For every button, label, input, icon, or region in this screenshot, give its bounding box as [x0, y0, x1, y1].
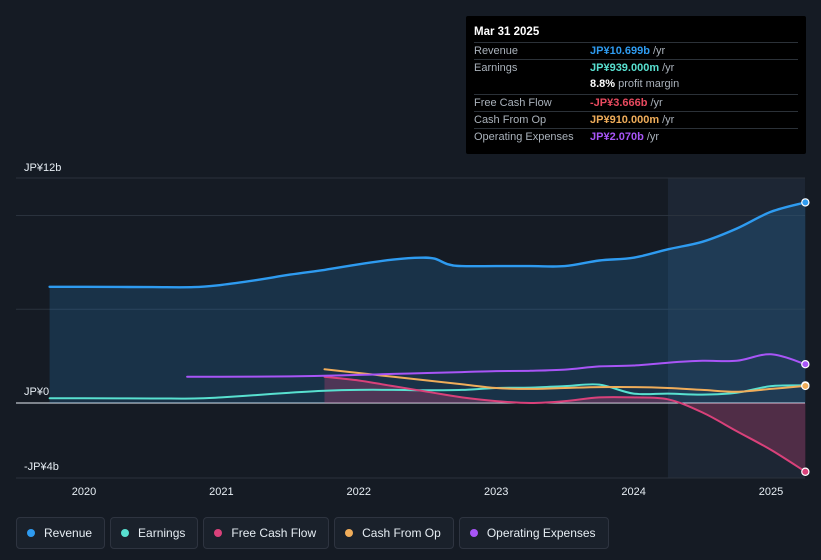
- tooltip-value: JP¥10.699b: [590, 45, 650, 57]
- series-areas: [49, 202, 806, 472]
- x-tick-label: 2022: [347, 486, 371, 498]
- tooltip-label: Operating Expenses: [474, 130, 574, 143]
- legend-label: Free Cash Flow: [231, 526, 317, 540]
- y-tick-label-zero: JP¥0: [24, 386, 49, 398]
- tooltip-row-earnings: Earnings JP¥939.000m /yr: [474, 59, 798, 76]
- tooltip-panel: Mar 31 2025 Revenue JP¥10.699b /yr Earni…: [466, 16, 806, 154]
- legend-label: Cash From Op: [362, 526, 441, 540]
- tooltip-label: Revenue: [474, 45, 519, 57]
- series-end-markers: [801, 198, 810, 476]
- tooltip-row-free-cash-flow: Free Cash Flow -JP¥3.666b /yr: [474, 93, 798, 111]
- tooltip-row-profit-margin: 8.8% profit margin: [474, 76, 798, 93]
- tooltip-unit: profit margin: [618, 78, 680, 91]
- tooltip-value: JP¥2.070b: [590, 130, 644, 143]
- tooltip-unit: /yr: [662, 62, 675, 75]
- legend-item-free-cash-flow[interactable]: Free Cash Flow: [203, 517, 330, 549]
- legend-dot-icon: [469, 529, 478, 537]
- tooltip-row-cash-from-op: Cash From Op JP¥910.000m /yr: [474, 110, 798, 128]
- tooltip-unit: /yr: [646, 130, 660, 143]
- x-tick-label: 2023: [484, 486, 508, 498]
- chart: JP¥12b JP¥0 -JP¥4b 2020 2021 2022 2023 2024 2…: [16, 162, 810, 498]
- tooltip-label: Free Cash Flow: [474, 96, 552, 109]
- line-cash-from-op: [323, 368, 807, 393]
- tooltip-value: JP¥939.000m: [590, 62, 660, 75]
- tooltip-value: 8.8%: [590, 78, 616, 91]
- legend-dot-icon: [214, 529, 223, 537]
- end-point-cash-from-op: [801, 381, 810, 391]
- y-tick-labels: JP¥12b JP¥0 -JP¥4b: [24, 162, 61, 473]
- tooltip-value: JP¥910.000m: [590, 113, 660, 126]
- legend-label: Earnings: [138, 526, 186, 540]
- gridlines: [16, 177, 805, 479]
- tooltip-label: [474, 76, 590, 93]
- tooltip-date: Mar 31 2025: [474, 26, 540, 38]
- x-tick-label: 2024: [621, 486, 645, 498]
- line-earnings: [48, 383, 807, 400]
- tooltip-label: Earnings: [474, 62, 518, 75]
- x-tick-label: 2020: [72, 486, 96, 498]
- tooltip-label: Cash From Op: [474, 113, 547, 126]
- x-tick-label: 2025: [759, 486, 783, 498]
- tooltip-value: -JP¥3.666b: [590, 96, 648, 109]
- legend-dot-icon: [27, 529, 35, 537]
- tooltip-unit: /yr: [652, 45, 666, 57]
- end-point-operating-expenses: [801, 359, 810, 369]
- tooltip-row-revenue: Revenue JP¥10.699b /yr: [474, 42, 798, 59]
- end-point-revenue: [801, 198, 810, 207]
- legend-item-revenue[interactable]: Revenue: [16, 517, 106, 549]
- y-tick-label-top: JP¥12b: [24, 162, 61, 174]
- legend-item-cash-from-op[interactable]: Cash From Op: [334, 517, 454, 549]
- area-free-cash-flow: [324, 376, 806, 472]
- line-revenue: [48, 201, 807, 289]
- legend-label: Revenue: [44, 526, 93, 540]
- legend-dot-icon: [121, 529, 130, 537]
- legend-item-operating-expenses[interactable]: Operating Expenses: [458, 517, 609, 549]
- line-operating-expenses: [186, 353, 807, 378]
- tooltip-unit: /yr: [662, 113, 675, 126]
- legend-dot-icon: [345, 529, 354, 537]
- end-point-free-cash-flow: [801, 467, 810, 476]
- area-revenue: [49, 202, 806, 403]
- legend-item-earnings[interactable]: Earnings: [110, 517, 199, 549]
- x-tick-label: 2021: [209, 486, 233, 498]
- tooltip-unit: /yr: [650, 96, 663, 109]
- y-tick-label-bottom: -JP¥4b: [24, 461, 59, 473]
- line-free-cash-flow: [323, 375, 807, 473]
- tooltip-row-operating-expenses: Operating Expenses JP¥2.070b /yr: [474, 127, 798, 145]
- legend: Revenue Earnings Free Cash Flow Cash Fro…: [16, 517, 609, 549]
- legend-label: Operating Expenses: [486, 526, 596, 540]
- x-tick-labels: 2020 2021 2022 2023 2024 2025: [72, 486, 783, 498]
- series-lines: [48, 201, 807, 473]
